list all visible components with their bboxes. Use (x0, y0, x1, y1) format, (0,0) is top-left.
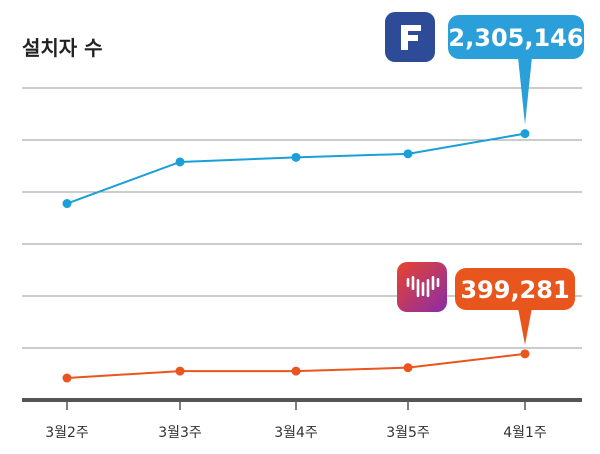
data-point (520, 349, 530, 359)
data-point (62, 373, 72, 383)
callouts-layer: 2,305,146 399,281 (385, 12, 584, 345)
x-tick-label: 3월3주 (158, 425, 202, 441)
icon-bar (431, 276, 435, 290)
icon-bar (406, 278, 410, 287)
series-layer (62, 129, 530, 383)
callout-value: 2,305,146 (448, 24, 583, 52)
icon-bar (411, 276, 415, 290)
callout-pointer (518, 57, 532, 125)
x-axis: 3월2주 3월3주 3월4주 3월5주 4월1주 (22, 398, 582, 441)
data-point (403, 149, 413, 159)
icon-glyph (401, 25, 421, 50)
x-tick-label: 3월5주 (386, 425, 430, 441)
chart-title: 설치자 수 (22, 36, 103, 60)
data-point (520, 129, 530, 139)
callout-pointer (518, 308, 532, 345)
callout-bubble (455, 268, 575, 310)
data-point (291, 152, 301, 162)
callout-bubble (448, 15, 584, 59)
grid-lines (22, 87, 582, 349)
heart-bars-app-icon (397, 262, 447, 312)
data-point (291, 366, 301, 376)
data-point (175, 366, 185, 376)
icon-bar (421, 282, 425, 296)
callout-value: 399,281 (460, 276, 569, 304)
value-callout-2: 399,281 (397, 262, 575, 345)
value-callout-1: 2,305,146 (385, 12, 584, 125)
icon-bar (426, 279, 430, 297)
icon-bar (416, 279, 420, 297)
icon-bar (436, 278, 440, 287)
data-point (175, 157, 185, 167)
x-tick-label: 3월2주 (45, 425, 89, 441)
data-point (403, 363, 413, 373)
x-tick-label: 3월4주 (274, 425, 318, 441)
x-tick-label: 4월1주 (503, 425, 547, 441)
series-line-1 (66, 132, 526, 205)
data-point (62, 199, 72, 209)
f-app-icon (385, 12, 435, 62)
